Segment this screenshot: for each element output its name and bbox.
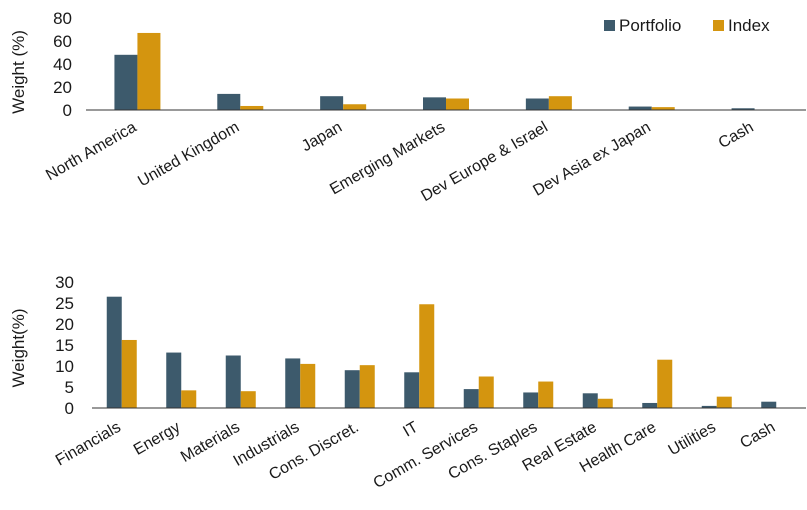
bar-portfolio (423, 97, 446, 110)
bar-index (137, 32, 161, 111)
bar-index (359, 365, 375, 408)
legend-swatch-index (713, 20, 724, 31)
category-label: IT (400, 419, 421, 441)
chart2-ylabel: Weight(%) (9, 308, 28, 387)
category-label: North America (43, 119, 139, 184)
bar-index (478, 376, 494, 408)
bar-portfolio (628, 106, 652, 110)
chart-legend: Portfolio Index (604, 16, 770, 35)
bar-index (419, 304, 435, 408)
bar-index (300, 363, 316, 408)
bar-portfolio (114, 54, 138, 110)
chart2-bars (106, 296, 777, 408)
sector-weight-chart: Weight(%) 0 5 10 15 20 25 30 Financials EnergyM… (9, 273, 806, 492)
chart2-y-tick: 10 (55, 357, 74, 376)
bar-portfolio (731, 108, 755, 110)
chart1-y-tick: 0 (63, 101, 72, 120)
bar-portfolio (642, 402, 658, 408)
bar-portfolio (701, 405, 717, 408)
bar-portfolio (225, 355, 241, 408)
chart1-y-ticks: 0 20 40 60 80 (53, 9, 72, 120)
bar-index (548, 96, 572, 110)
bar-index (657, 359, 673, 408)
category-label: Comm. Services (371, 419, 481, 492)
bar-index (240, 391, 256, 408)
bar-index (538, 381, 554, 408)
bar-index (343, 104, 367, 110)
legend-swatch-portfolio (604, 20, 615, 31)
bar-portfolio (320, 96, 344, 110)
bar-portfolio (106, 296, 122, 408)
chart1-y-tick: 20 (53, 78, 72, 97)
legend-label-index: Index (728, 16, 770, 35)
bar-portfolio (404, 372, 420, 408)
bar-index (651, 107, 675, 110)
bar-portfolio (166, 352, 182, 408)
legend-label-portfolio: Portfolio (619, 16, 681, 35)
region-weight-chart: Weight (%) 0 20 40 60 80 North AmericaUnited… (9, 9, 806, 205)
bar-portfolio (525, 98, 549, 110)
bar-index (240, 105, 264, 110)
bar-portfolio (285, 358, 301, 408)
chart2-y-tick: 5 (65, 378, 74, 397)
chart1-y-tick: 40 (53, 55, 72, 74)
bar-portfolio (217, 93, 241, 110)
chart2-category-labels: Financials EnergyMaterialsIndustrialsCons… (53, 419, 778, 493)
category-label: Financials (53, 419, 124, 470)
chart1-y-tick: 80 (53, 9, 72, 28)
bar-portfolio (523, 392, 539, 408)
category-label: United Kingdom (135, 119, 242, 191)
chart2-y-tick: 25 (55, 294, 74, 313)
chart2-y-tick: 30 (55, 273, 74, 292)
bar-portfolio (582, 393, 598, 408)
category-label: Energy (131, 419, 183, 459)
chart2-y-tick: 20 (55, 315, 74, 334)
category-label: Cash (716, 119, 757, 152)
chart2-y-ticks: 0 5 10 15 20 25 30 (55, 273, 74, 418)
chart1-y-tick: 60 (53, 32, 72, 51)
chart1-ylabel: Weight (%) (9, 30, 28, 114)
bar-index (181, 390, 197, 408)
category-label: Cash (737, 419, 778, 452)
chart1-bars (114, 32, 755, 111)
bar-index (121, 339, 137, 408)
bar-index (446, 98, 469, 110)
chart2-y-tick: 0 (65, 399, 74, 418)
bar-index (716, 396, 732, 408)
bar-portfolio (463, 389, 479, 408)
bar-portfolio (761, 401, 777, 408)
bar-portfolio (344, 370, 360, 408)
chart2-y-tick: 15 (55, 336, 74, 355)
bar-index (597, 398, 613, 408)
category-label: Utilities (666, 419, 719, 460)
category-label: Japan (299, 119, 345, 156)
